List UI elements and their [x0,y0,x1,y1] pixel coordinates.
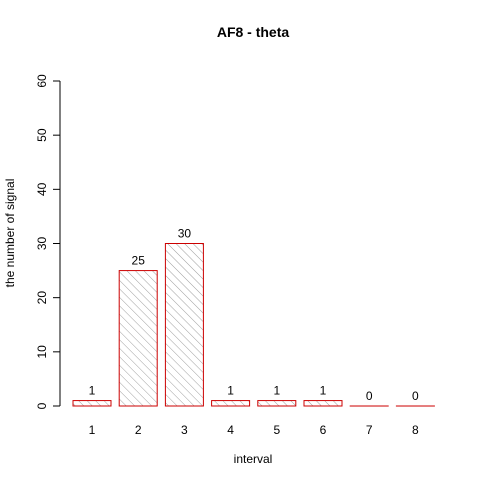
data-label: 1 [320,384,327,398]
y-tick-label: 40 [35,182,49,196]
x-tick-label: 1 [89,423,96,437]
bar [211,400,251,407]
bars [72,243,435,407]
data-label: 0 [366,389,373,403]
chart-title: AF8 - theta [217,24,290,40]
y-tick-label: 10 [35,345,49,359]
data-label: 30 [178,227,192,241]
x-tick-label: 6 [320,423,327,437]
bar [257,400,297,407]
bar [72,400,112,407]
x-axis-label: interval [234,452,273,466]
data-labels: 1 25 30 1 1 1 0 0 [89,227,419,404]
data-label: 0 [412,389,419,403]
x-tick-label: 2 [135,423,142,437]
x-tick-label: 5 [273,423,280,437]
data-label: 1 [273,384,280,398]
data-label: 1 [227,384,234,398]
y-tick-label: 20 [35,291,49,305]
bar [164,243,204,407]
x-tick-label: 4 [227,423,234,437]
y-tick-label: 0 [35,402,49,409]
y-axis-label: the number of signal [3,179,17,288]
y-axis: 0 10 20 30 40 50 60 [35,74,61,409]
x-tick-label: 3 [181,423,188,437]
data-label: 25 [132,254,146,268]
y-tick-label: 30 [35,237,49,251]
x-axis-ticks: 1 2 3 4 5 6 7 8 [89,423,419,437]
y-tick-label: 50 [35,128,49,142]
x-tick-label: 8 [412,423,419,437]
data-label: 1 [89,384,96,398]
bar [303,400,343,407]
y-tick-label: 60 [35,74,49,88]
bar [118,270,158,407]
x-tick-label: 7 [366,423,373,437]
